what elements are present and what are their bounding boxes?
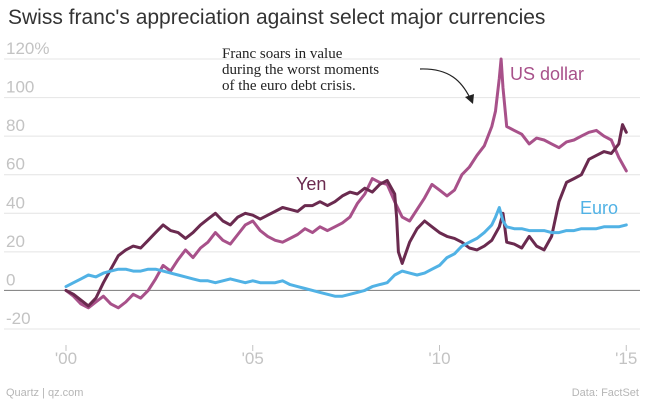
x-tick-label: '15 [615,349,637,368]
x-tick-label: '05 [242,349,264,368]
y-tick-label: 20 [6,232,25,251]
chart-title: Swiss franc's appreciation against selec… [8,6,546,29]
annotation-arrow [419,68,471,99]
series [64,57,628,310]
x-tick-label: '10 [428,349,450,368]
series-label-euro: Euro [580,198,618,218]
series-line-usd [64,57,628,310]
annotation-line: of the euro debt crisis. [222,78,356,94]
y-tick-label: 0 [6,270,15,289]
axis-ticks: -20 0 20 40 60 80 100 120% '00 '05 '10 '15 [6,39,637,368]
grid [4,58,640,330]
series-line-yen [64,123,628,308]
annotation-arrowhead [465,94,474,104]
y-tick-label: -20 [6,309,31,328]
y-tick-label: 120% [6,39,49,58]
y-tick-label: 80 [6,116,25,135]
series-labels: US dollar Yen Euro [296,64,618,218]
series-line-euro [64,206,628,298]
annotation-line: during the worst moments [222,62,379,78]
y-tick-label: 100 [6,78,34,97]
x-tick-label: '00 [55,349,77,368]
annotation-line: Franc soars in value [222,46,343,62]
footer-source-left: Quartz | qz.com [6,387,84,399]
series-label-usd: US dollar [510,64,584,84]
footer-source-right: Data: FactSet [571,387,639,399]
series-label-yen: Yen [296,174,326,194]
y-tick-label: 40 [6,193,25,212]
y-tick-label: 60 [6,155,25,174]
